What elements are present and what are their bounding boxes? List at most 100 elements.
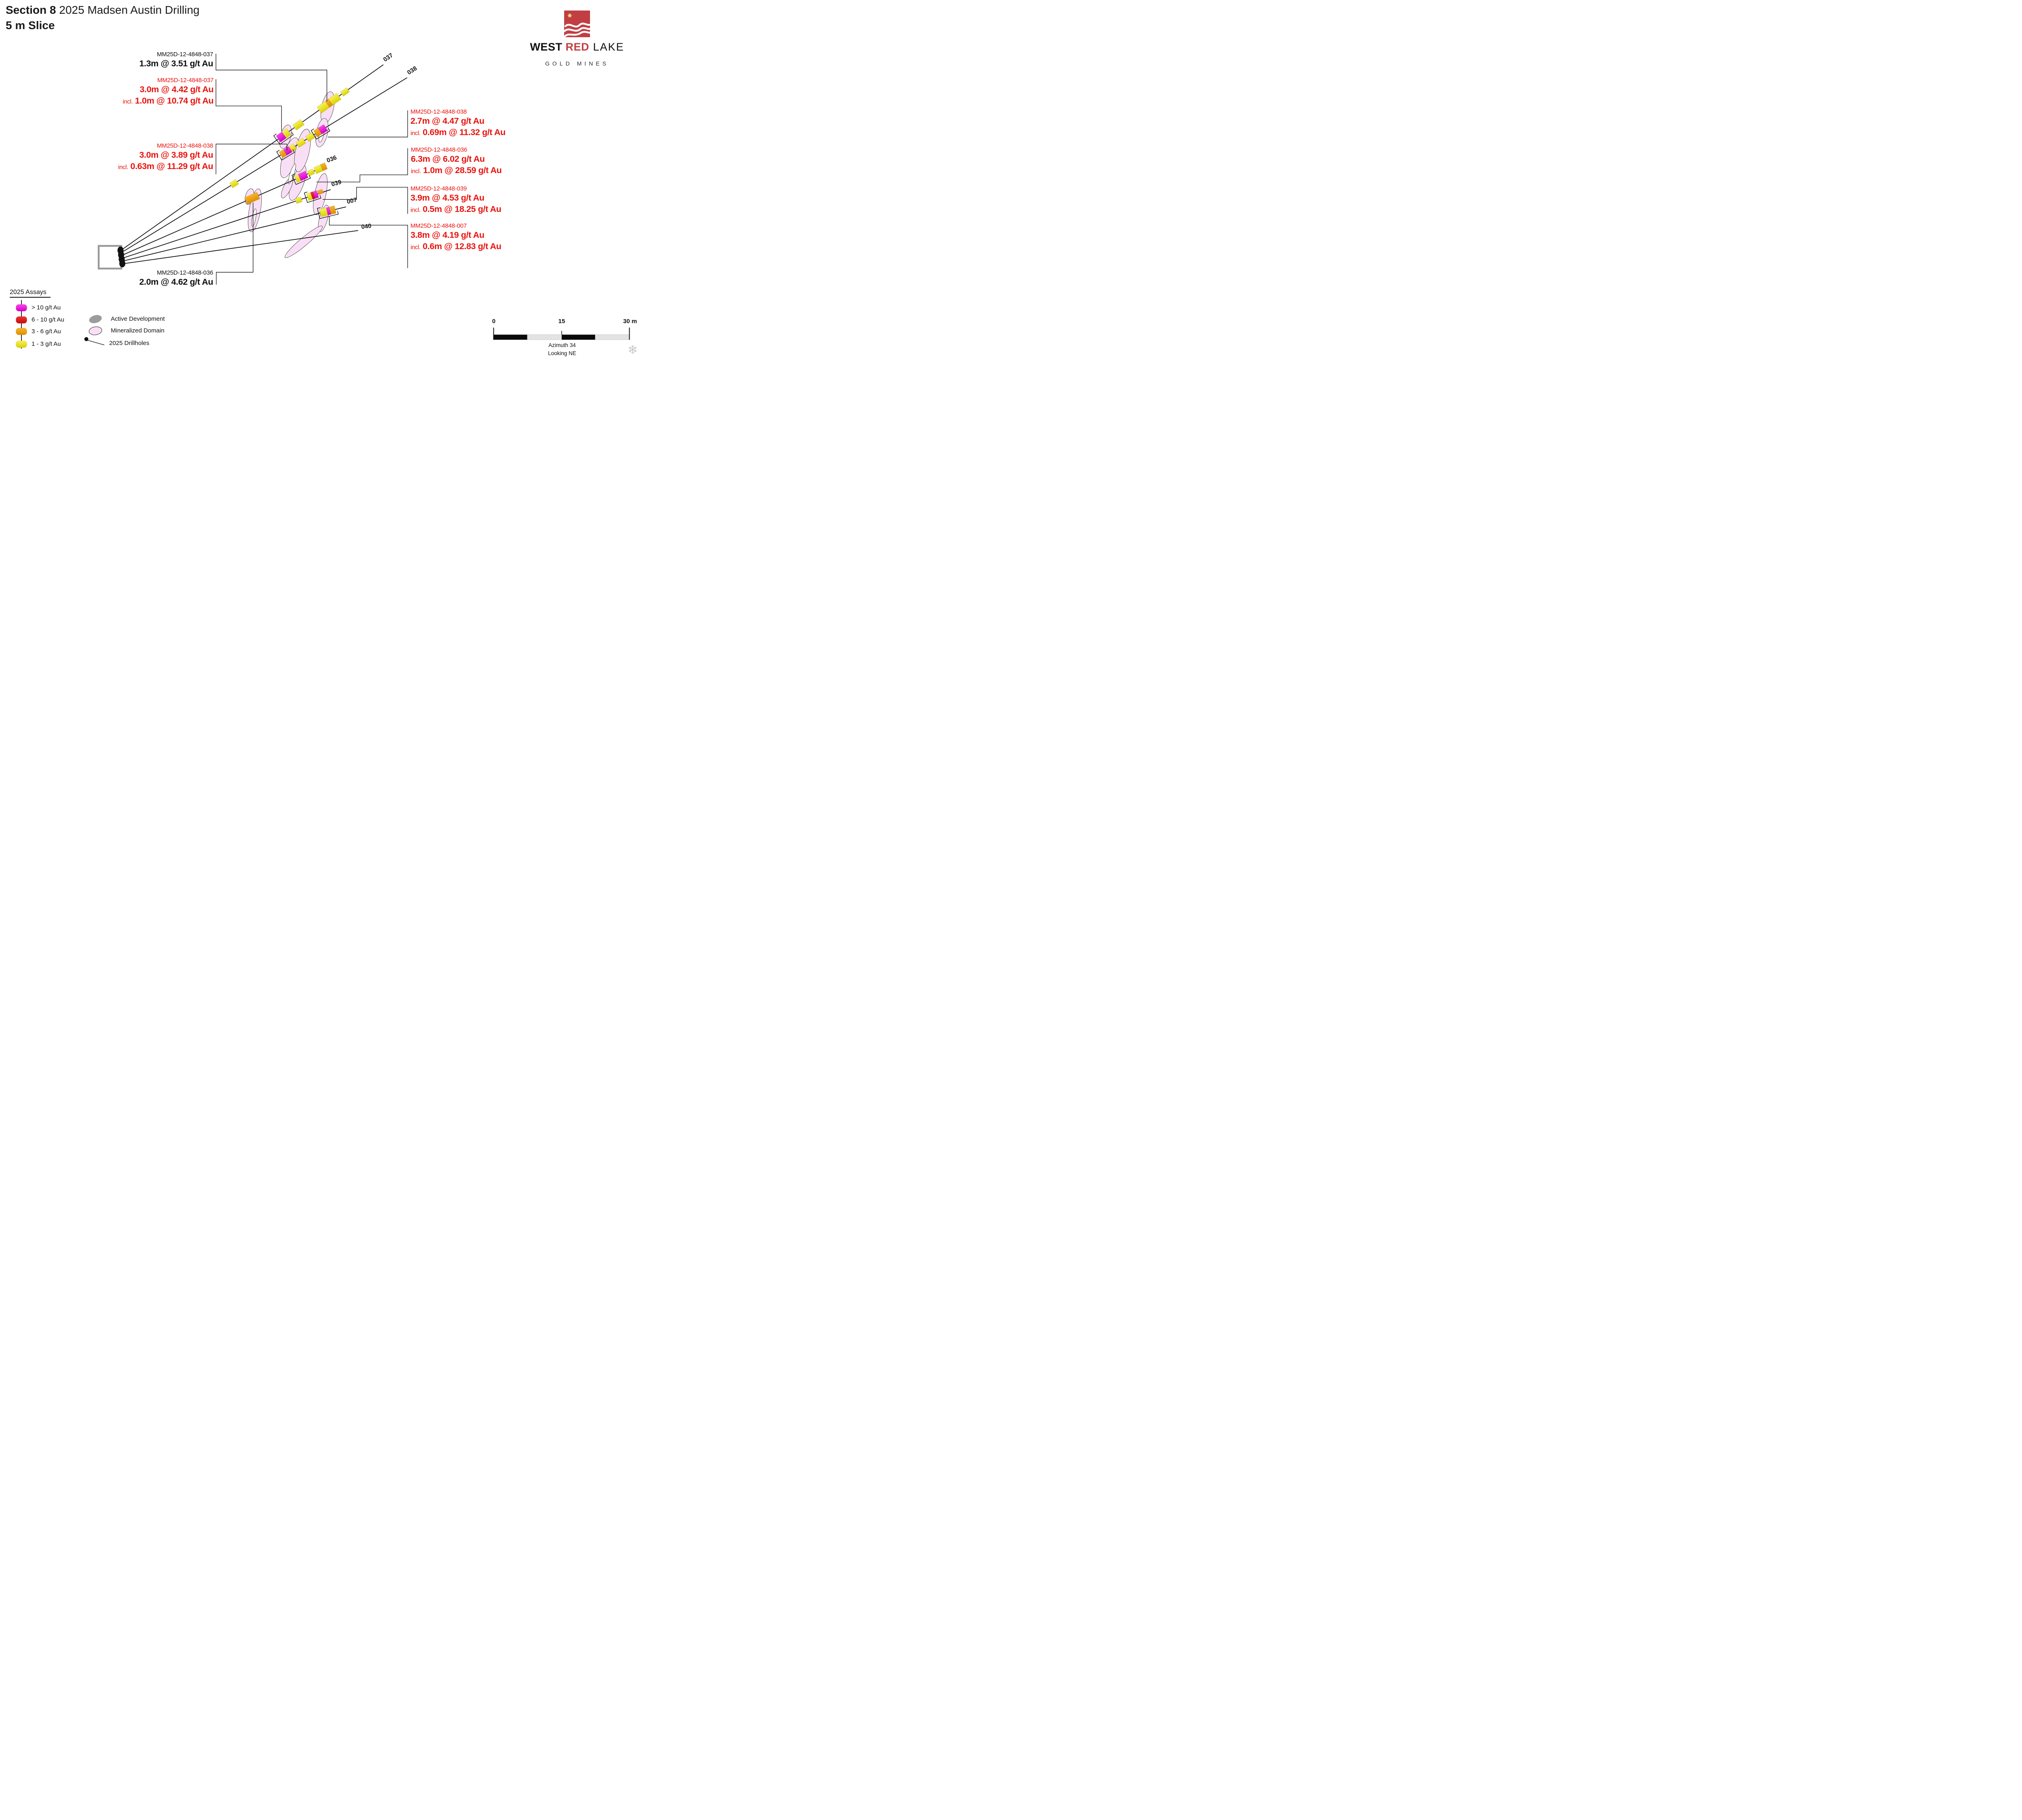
assay-interval [313, 162, 328, 174]
assay-value: 1.3m @ 3.51 g/t Au [139, 59, 213, 68]
legend-label-1-3: 1 - 3 g/t Au [32, 341, 61, 347]
assay-interval [294, 197, 302, 204]
logo-west: WEST [530, 41, 563, 53]
hole-id: MM25D-12-4848-039 [410, 185, 467, 192]
assay-interval [340, 87, 350, 97]
interval-bracket [276, 149, 295, 161]
legend-drillhole-line [87, 340, 105, 345]
logo-wave-2 [564, 27, 590, 32]
annotation-036-right: MM25D-12-4848-036 6.3m @ 6.02 g/t Au inc… [411, 146, 502, 177]
incl-prefix: incl. [123, 98, 133, 105]
assay-included: incl. 1.0m @ 28.59 g/t Au [411, 165, 502, 177]
logo-lake: LAKE [589, 41, 624, 53]
hole-label-037: 037 [382, 52, 394, 63]
watermark-snowflake-icon: ❄ [628, 343, 638, 357]
assay-interval [279, 146, 292, 158]
assay-interval [317, 189, 324, 195]
legend-label-active-development: Active Development [111, 315, 165, 322]
assay-interval [294, 171, 309, 183]
assay-interval [276, 128, 292, 142]
incl-value: 0.63m @ 11.29 g/t Au [130, 161, 213, 171]
assay-value: 6.3m @ 6.02 g/t Au [411, 154, 485, 164]
legend-active-development-blob [89, 315, 102, 324]
incl-value: 0.6m @ 12.83 g/t Au [423, 241, 501, 251]
assay-segment-yellow [340, 87, 350, 97]
assay-included: incl. 0.6m @ 12.83 g/t Au [410, 241, 501, 253]
logo-wordmark: WEST RED LAKE [510, 41, 644, 53]
legend-disc-magenta [16, 304, 27, 311]
annotation-037-black: MM25D-12-4848-037 1.3m @ 3.51 g/t Au [139, 51, 213, 69]
legend-disc-orange [16, 328, 27, 335]
scalebar-seg-gray [527, 334, 562, 340]
drill-trace-040 [122, 230, 358, 265]
assay-value: 2.0m @ 4.62 g/t Au [139, 277, 213, 287]
assay-included: incl. 0.5m @ 18.25 g/t Au [410, 203, 501, 216]
assay-segment-orange [320, 162, 328, 171]
legend-label-3-6: 3 - 6 g/t Au [32, 328, 61, 335]
logo-wave-3 [564, 31, 590, 37]
assay-segment-magenta [283, 146, 292, 156]
assay-segment-yellow [229, 179, 239, 188]
assay-segment-magenta [318, 124, 328, 135]
leader-line [329, 216, 408, 268]
assay-interval [313, 124, 328, 138]
interval-bracket [311, 128, 330, 140]
assay-value: 3.9m @ 4.53 g/t Au [410, 193, 484, 203]
company-logo-mark [564, 11, 590, 37]
hole-id: MM25D-12-4848-036 [411, 146, 467, 153]
assay-interval [292, 119, 305, 131]
assay-segment-yellow [306, 192, 313, 201]
section-drawing: 037 038 036 039 007 040 [16, 52, 630, 349]
incl-prefix: incl. [411, 168, 421, 175]
assay-included: incl. 0.69m @ 11.32 g/t Au [410, 127, 506, 139]
scalebar-seg-black [562, 334, 595, 340]
scalebar-seg-gray [595, 334, 630, 340]
assay-interval [306, 190, 319, 201]
legend-label-drillholes: 2025 Drillholes [109, 340, 150, 347]
assay-intervals [229, 87, 350, 217]
incl-prefix: incl. [410, 244, 421, 251]
assay-value: 3.0m @ 3.89 g/t Au [139, 150, 213, 160]
leader-line [328, 110, 408, 138]
drill-section-figure: 037 038 036 039 007 040 Section 8 2025 Madsen… [0, 0, 647, 364]
annotation-038-right: MM25D-12-4848-038 2.7m @ 4.47 g/t Au inc… [410, 108, 506, 139]
legend-drillhole-dot [84, 337, 89, 341]
hole-label-036: 036 [326, 154, 338, 164]
interval-bracket [291, 174, 311, 185]
annotation-039: MM25D-12-4848-039 3.9m @ 4.53 g/t Au inc… [410, 185, 501, 216]
hole-id: MM25D-12-4848-037 [157, 51, 213, 58]
assay-segment-yellow [294, 197, 302, 204]
assay-value: 3.8m @ 4.19 g/t Au [410, 230, 484, 240]
legend-disc-red [16, 316, 27, 324]
legend-label-6-10: 6 - 10 g/t Au [32, 316, 64, 323]
hole-labels: 037 038 036 039 007 040 [326, 52, 419, 231]
scalebar-0: 0 [492, 318, 496, 325]
annotation-036-black: MM25D-12-4848-036 2.0m @ 4.62 g/t Au [139, 269, 213, 288]
assay-interval [307, 169, 315, 176]
assay-segment-yellow [307, 169, 315, 176]
drill-collar [97, 245, 125, 270]
drill-trace-037 [121, 64, 384, 251]
scalebar-30m: 30 m [623, 318, 637, 325]
leader-line [316, 148, 408, 182]
title-subject: 2025 Madsen Austin Drilling [56, 4, 200, 16]
legend-title: 2025 Assays [10, 289, 51, 298]
legend-label-mineralized-domain: Mineralized Domain [111, 327, 165, 334]
collar-dot [119, 260, 125, 267]
interval-bracket [317, 207, 339, 219]
drill-trace-036 [121, 165, 326, 256]
assay-interval [319, 205, 336, 217]
legend-disc-yellow [16, 341, 27, 348]
assay-segment-yellow [281, 128, 292, 138]
assay-value: 2.7m @ 4.47 g/t Au [410, 116, 484, 126]
legend-symbols [16, 300, 105, 349]
leader-line [216, 144, 288, 174]
incl-prefix: incl. [410, 130, 421, 137]
assay-segment-magenta [313, 190, 319, 199]
page-title: Section 8 2025 Madsen Austin Drilling 5 … [6, 2, 199, 33]
mineralized-domain [285, 226, 323, 258]
drill-traces [121, 64, 408, 265]
hole-label-038: 038 [406, 65, 418, 76]
hole-id: MM25D-12-4848-038 [410, 108, 467, 115]
title-section: Section 8 [6, 4, 56, 16]
